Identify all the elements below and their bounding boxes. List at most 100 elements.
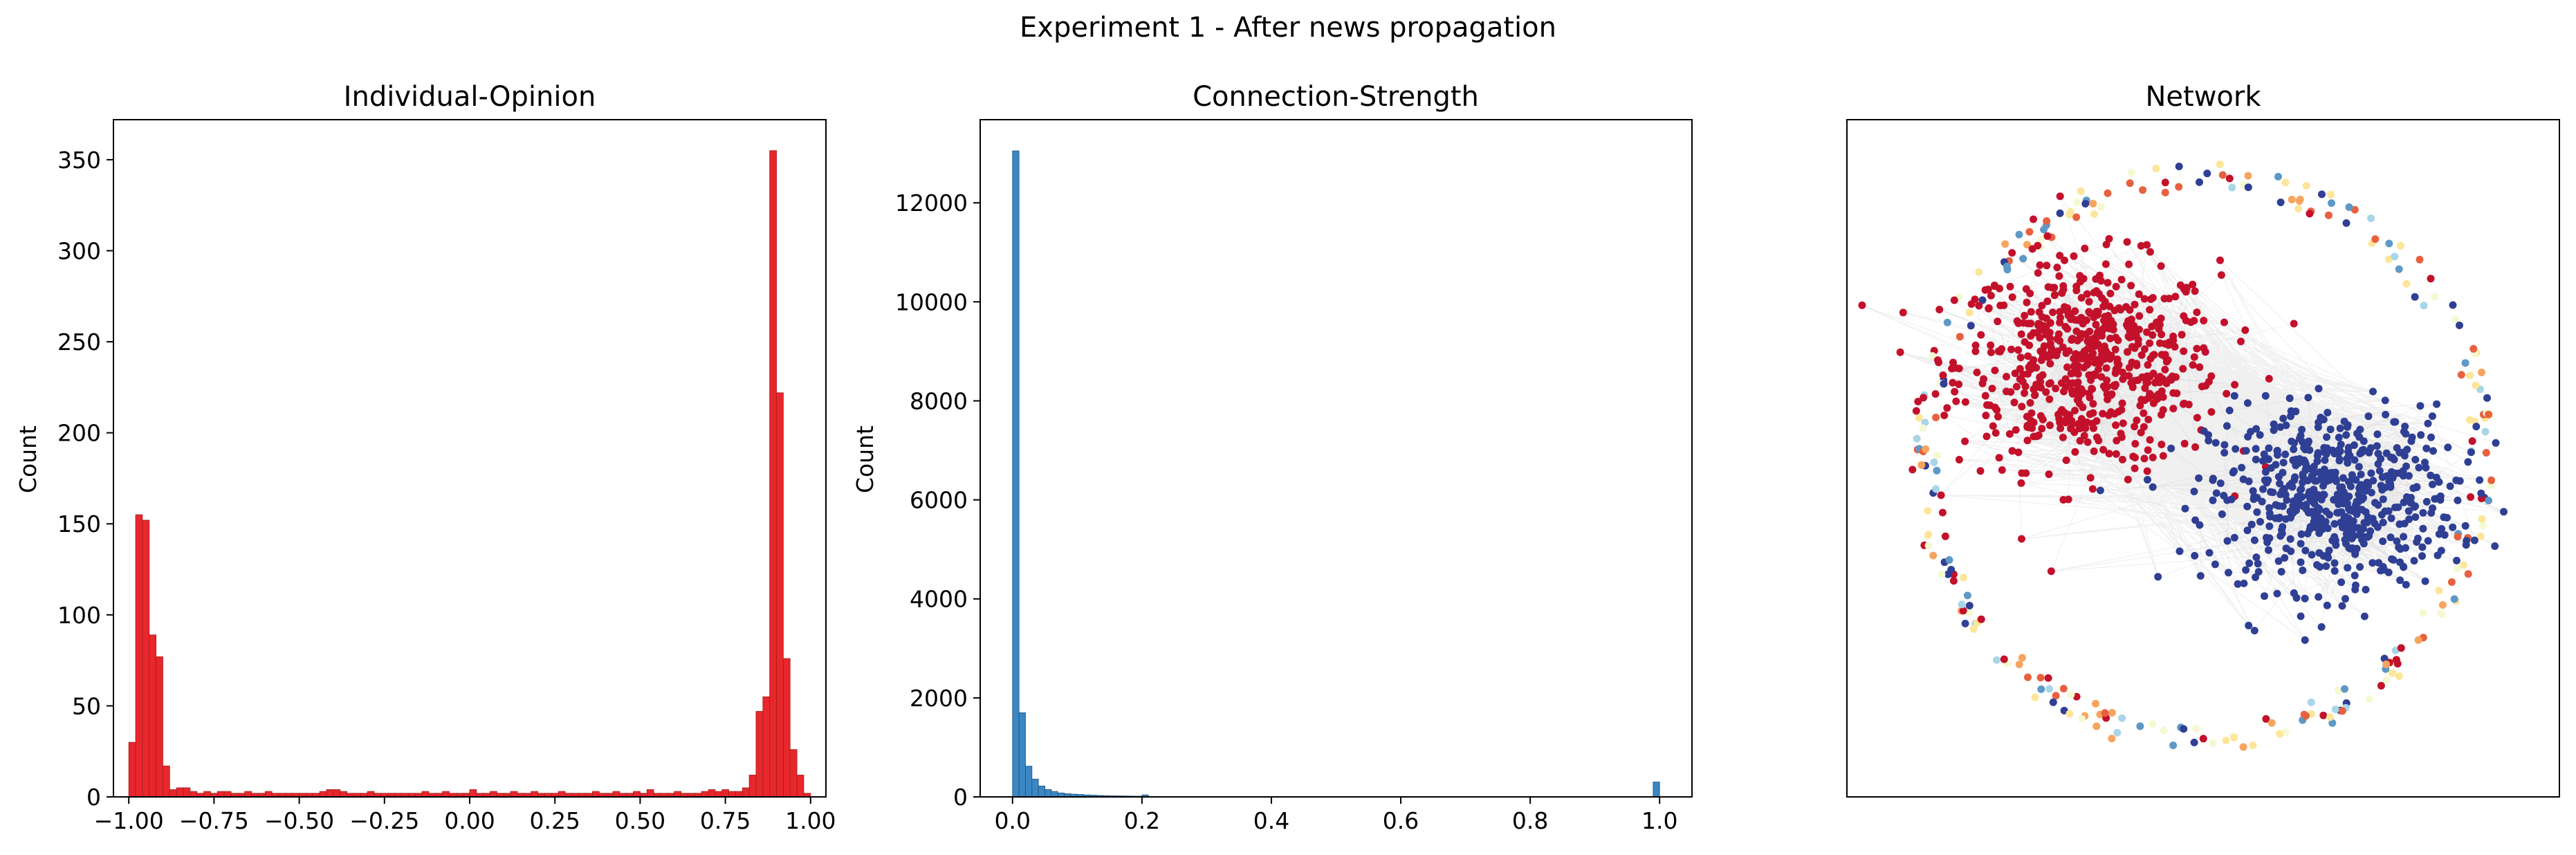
network-ring-node — [2485, 410, 2493, 419]
network-node — [2046, 360, 2054, 368]
histogram-bar — [728, 791, 736, 798]
network-node — [2136, 401, 2144, 410]
network-node — [2437, 546, 2445, 555]
network-node — [2205, 436, 2213, 445]
network-node — [2032, 383, 2040, 392]
network-ring-node — [2367, 214, 2375, 223]
histogram-bar — [701, 791, 709, 798]
network-node — [2277, 568, 2285, 576]
network-node — [2144, 446, 2152, 454]
network-node — [2342, 540, 2350, 548]
network-ring-node — [2216, 160, 2224, 168]
histogram-bar — [633, 791, 641, 798]
network-node — [2395, 520, 2404, 528]
network-node — [2081, 244, 2089, 252]
network-node — [2138, 373, 2146, 381]
network-ring-node — [2030, 215, 2037, 223]
network-node — [2180, 312, 2188, 320]
network-ring-node — [2419, 609, 2427, 617]
network-ring-node — [2327, 190, 2335, 199]
network-node — [2039, 416, 2047, 423]
network-node — [2119, 419, 2127, 428]
network-ring-node — [2019, 255, 2027, 263]
network-node — [2135, 312, 2144, 320]
network-axes-frame — [1846, 119, 2560, 798]
network-node — [2191, 287, 2199, 295]
network-ring-node — [2411, 293, 2419, 301]
network-ring-node — [2302, 181, 2310, 190]
network-node — [2289, 509, 2297, 517]
network-node — [2072, 286, 2081, 295]
network-node — [2127, 379, 2135, 387]
network-node — [2045, 380, 2053, 388]
network-ring-node — [2239, 743, 2247, 751]
network-node — [2089, 400, 2097, 408]
histogram-bar — [135, 514, 143, 798]
network-node — [2137, 428, 2145, 436]
network-node — [2391, 418, 2400, 426]
network-node — [2344, 443, 2353, 452]
x-tick-label: −0.25 — [349, 807, 419, 834]
network-ring-node — [2092, 699, 2099, 708]
network-node — [2407, 437, 2416, 445]
network-node — [2276, 479, 2284, 488]
network-node — [2415, 463, 2423, 472]
network-ring-node — [1913, 434, 1921, 443]
strength-y-ticks: 0 2000 4000 6000 8000 10000 12000 — [895, 190, 980, 811]
network-node — [2297, 530, 2306, 538]
network-node — [2117, 275, 2126, 284]
network-node — [2059, 343, 2067, 351]
network-node — [2096, 486, 2104, 495]
network-ring-node — [2072, 213, 2081, 221]
network-node — [2018, 535, 2025, 543]
opinion-title: Individual-Opinion — [344, 81, 596, 113]
network-node — [1988, 385, 1996, 393]
network-ring-node — [2435, 587, 2443, 595]
network-ring-node — [2430, 293, 2438, 301]
network-node — [2365, 532, 2373, 540]
network-node — [2368, 515, 2377, 523]
opinion-histogram: Individual-Opinion Count −1.00 −0.75 −0.50… — [15, 81, 836, 834]
network-node — [2105, 235, 2113, 243]
network-ring-node — [2049, 698, 2057, 706]
network-node — [2124, 322, 2132, 331]
y-tick-label: 50 — [72, 692, 101, 719]
network-node — [2128, 333, 2137, 340]
network-node — [2429, 504, 2437, 513]
network-node — [2008, 447, 2016, 455]
network-ring-node — [1940, 380, 1948, 388]
network-node — [2124, 317, 2133, 325]
network-ring-node — [2190, 738, 2198, 746]
network-ring-node — [1978, 296, 1987, 304]
y-tick-label: 300 — [57, 237, 101, 264]
network-node — [2071, 448, 2079, 456]
network-node — [2167, 444, 2175, 452]
network-ring-node — [2389, 669, 2396, 677]
x-tick-label: 0.75 — [700, 807, 751, 834]
network-node — [2315, 520, 2324, 528]
network-node — [2290, 589, 2298, 597]
network-node — [2061, 256, 2068, 264]
network-node — [2131, 454, 2139, 461]
network-node — [2500, 508, 2508, 516]
network-node — [2302, 500, 2310, 508]
network-node — [2056, 308, 2064, 316]
network-node — [2252, 455, 2260, 463]
network-node — [2128, 342, 2136, 351]
network-node — [2104, 383, 2112, 391]
network-node — [2086, 410, 2094, 419]
network-node — [2252, 445, 2260, 453]
network-node — [2034, 431, 2043, 439]
network-node — [2022, 469, 2030, 477]
network-node — [2243, 526, 2252, 535]
network-node — [2068, 421, 2076, 429]
network-node — [2147, 392, 2155, 400]
network-ring-node — [2222, 736, 2230, 744]
network-ring-node — [2481, 428, 2490, 436]
network-node — [2171, 342, 2179, 351]
network-ring-node — [2118, 714, 2126, 722]
network-node — [2273, 589, 2281, 598]
network-node — [1961, 437, 1969, 445]
network-ring-node — [2288, 196, 2296, 203]
histogram-bar — [510, 791, 518, 798]
